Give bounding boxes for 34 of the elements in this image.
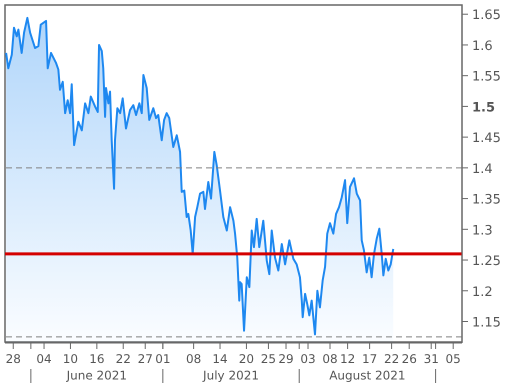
y-tick-label: 1.35: [472, 192, 501, 208]
x-tick-label: 26: [402, 352, 417, 366]
x-tick-label: 08: [322, 352, 338, 366]
x-tick-label: 05: [446, 352, 461, 366]
x-tick-label: 28: [6, 352, 21, 366]
x-tick-label: 25: [260, 352, 276, 366]
x-tick-label: 27: [138, 352, 153, 366]
y-tick-label: 1.55: [472, 70, 501, 85]
y-tick-label: 1.4: [472, 162, 493, 177]
y-tick-label: 1.5: [472, 100, 496, 116]
y-tick-label: 1.2: [472, 284, 493, 300]
x-tick-label: 03: [300, 352, 316, 366]
x-tick-label: 12: [340, 352, 356, 366]
x-tick-label: 29: [278, 352, 294, 366]
x-tick-label: 20: [238, 352, 254, 366]
x-tick-label: 17: [362, 352, 378, 366]
x-tick-label: 31: [424, 352, 439, 366]
x-tick-label: 01: [155, 352, 170, 366]
x-tick-label: 14: [212, 352, 228, 366]
x-tick-label: 16: [89, 352, 104, 366]
x-tick-label: 10: [62, 352, 78, 366]
text: August 2021: [329, 368, 406, 383]
text: July 2021: [202, 368, 259, 383]
text: June 2021: [66, 368, 128, 383]
y-tick-label: 1.6: [472, 38, 493, 54]
x-tick-label: 22: [384, 352, 400, 366]
y-tick-label: 1.3: [472, 223, 493, 238]
x-tick-label: 08: [186, 352, 202, 366]
x-tick-label: 04: [36, 352, 52, 366]
y-tick-label: 1.45: [472, 131, 501, 146]
y-tick-label: 1.25: [472, 254, 501, 270]
y-tick-label: 1.15: [472, 315, 501, 330]
x-tick-label: 22: [116, 352, 131, 366]
y-tick-label: 1.65: [472, 8, 501, 24]
